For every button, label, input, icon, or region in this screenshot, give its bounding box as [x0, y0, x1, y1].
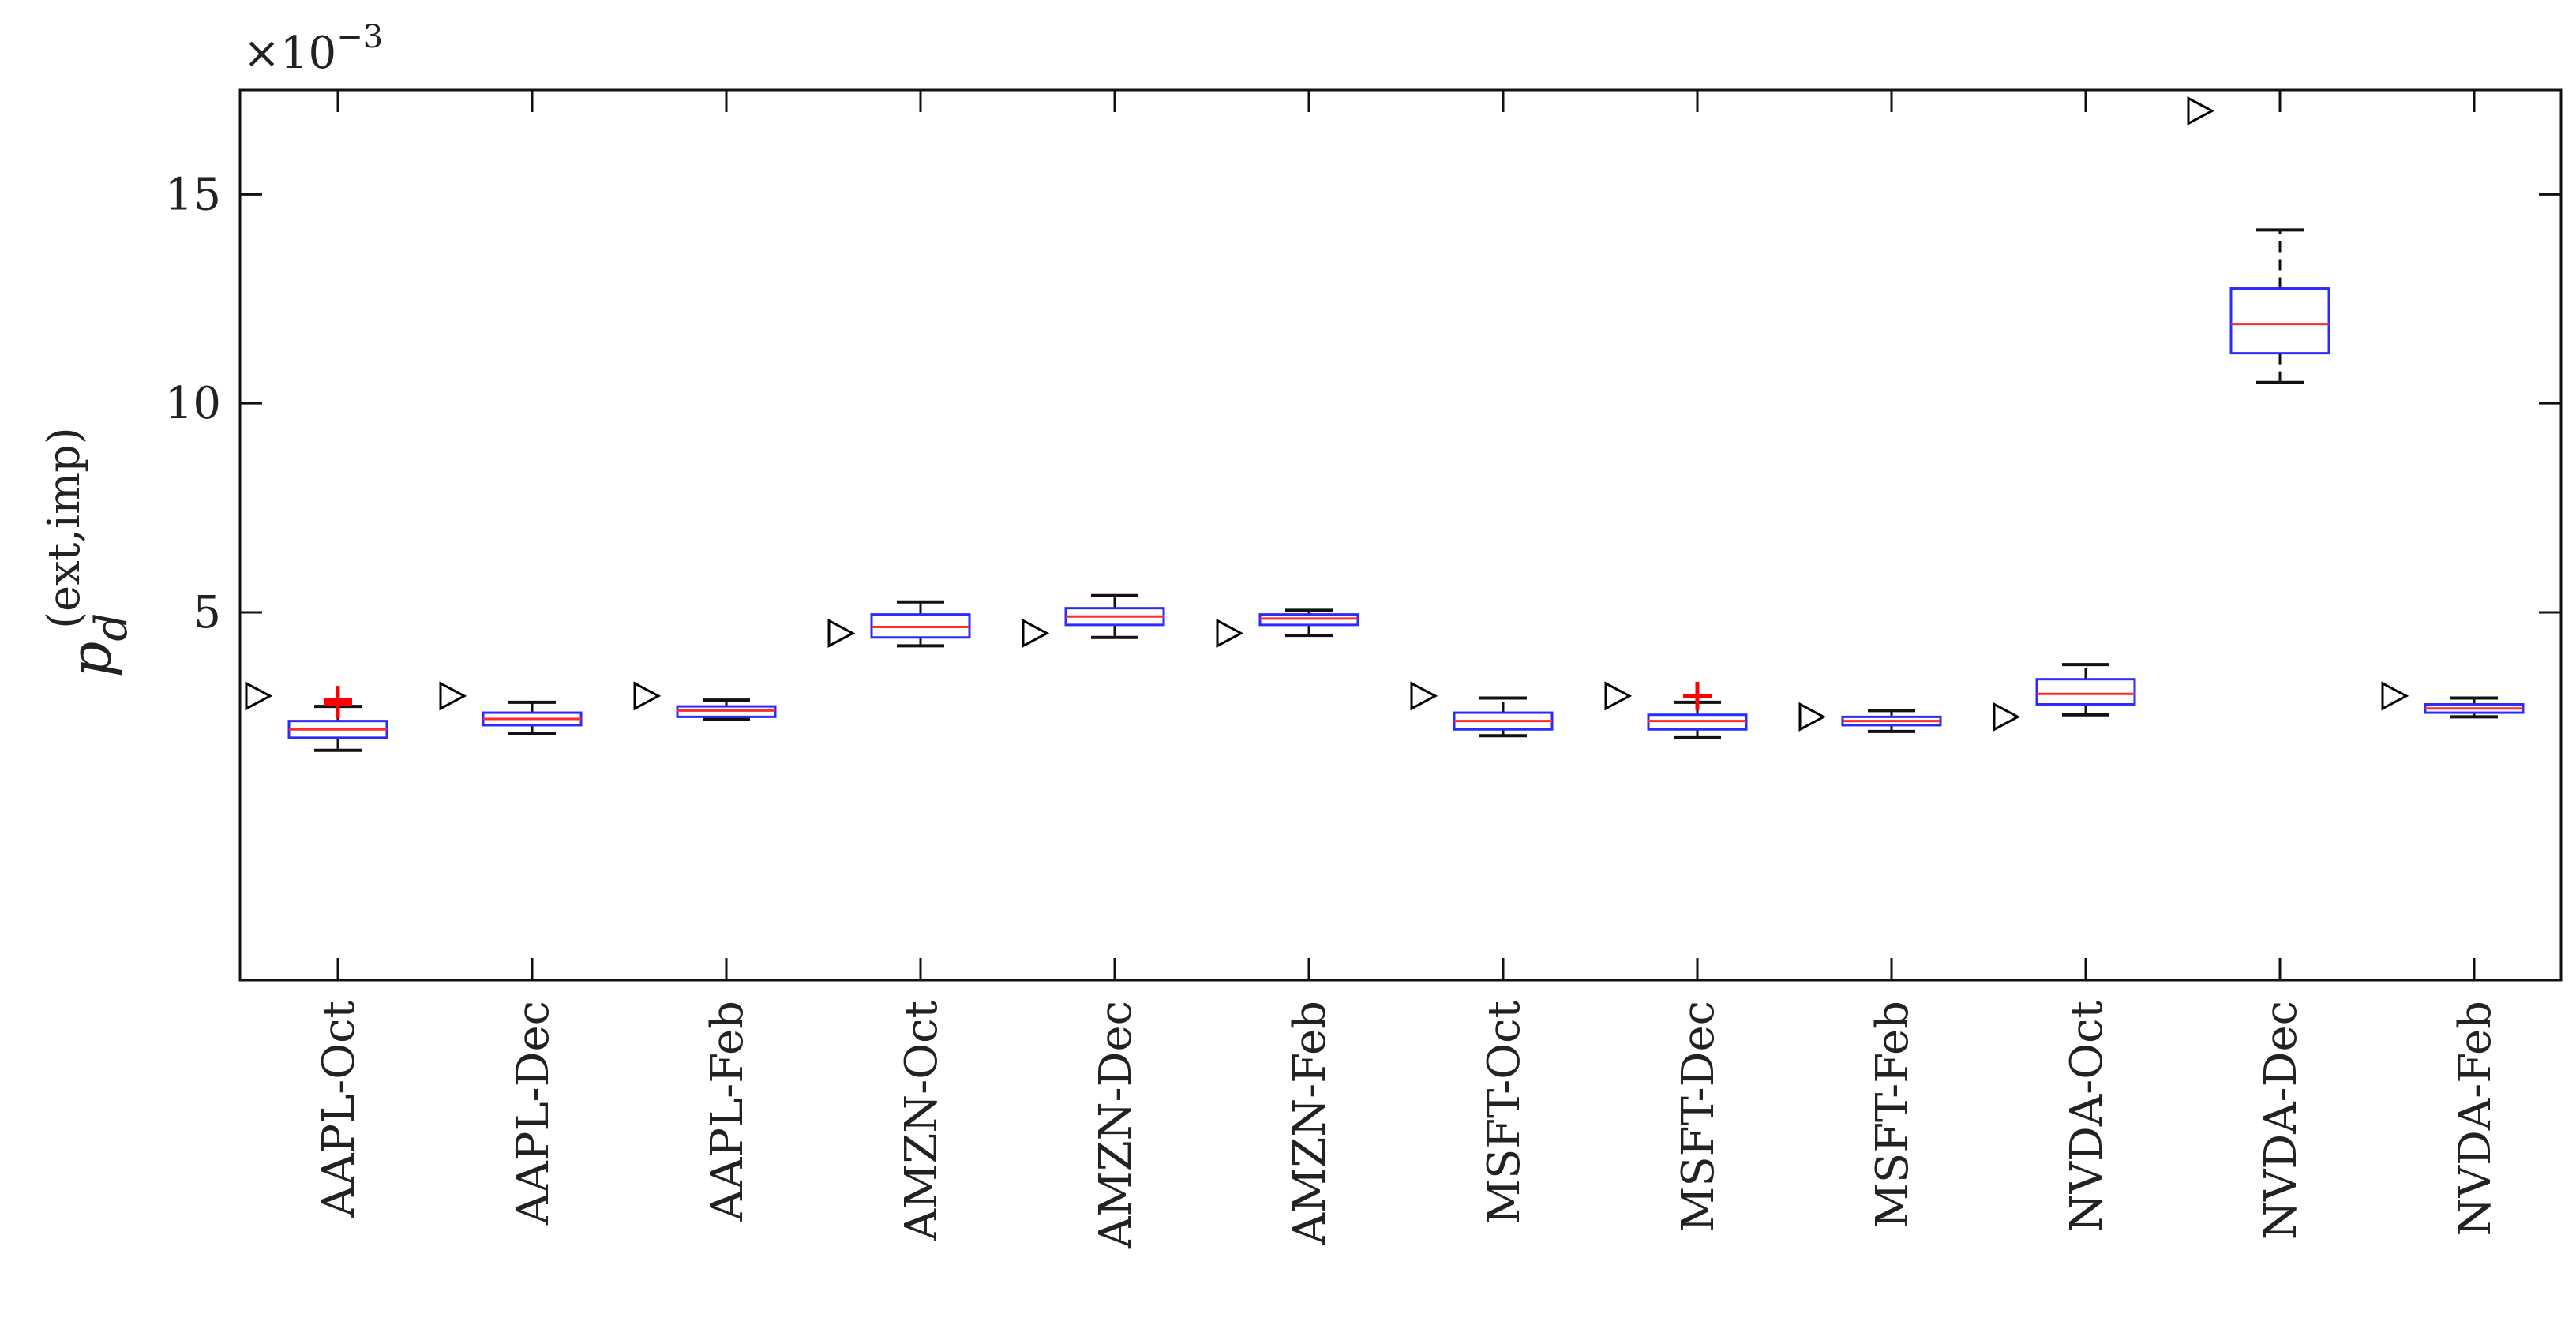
y-multiplier-exponent: −3 [336, 19, 383, 55]
outlier-marker [324, 686, 352, 715]
x-category-label: AAPL-Oct [313, 1001, 365, 1218]
x-category-label: AAPL-Dec [508, 1001, 559, 1226]
reference-triangle-marker [1410, 681, 1438, 711]
plot-layer [245, 95, 2525, 752]
x-category-label: MSFT-Feb [1867, 1001, 1918, 1228]
reference-triangle-marker [1216, 618, 1244, 648]
y-label-superscript: (ext,imp) [39, 427, 90, 629]
y-axis-label: pd(ext,imp) [39, 427, 137, 678]
x-category-label: NVDA-Feb [2450, 1001, 2501, 1236]
reference-triangle-marker [827, 618, 856, 648]
reference-triangle-marker [439, 681, 467, 711]
x-category-label: MSFT-Dec [1673, 1001, 1724, 1232]
outlier-marker [1683, 681, 1712, 710]
x-category-label: AAPL-Feb [702, 1001, 753, 1222]
box [2035, 678, 2136, 706]
y-tick-label: 5 [193, 587, 221, 638]
y-label-base: p [58, 642, 124, 678]
reference-triangle-marker [1022, 618, 1050, 648]
plot-frame [238, 88, 2563, 982]
x-category-label: MSFT-Oct [1479, 1001, 1530, 1225]
reference-triangle-marker [1993, 702, 2021, 732]
reference-triangle-marker [1604, 681, 1633, 711]
reference-triangle-marker [245, 681, 273, 711]
box [2229, 287, 2330, 355]
y-label-subscript: d [86, 613, 137, 642]
x-category-label: AMZN-Oct [896, 1001, 947, 1242]
x-category-label: AMZN-Feb [1284, 1001, 1336, 1245]
y-axis-multiplier: ×10−3 [243, 19, 383, 79]
axis-layer: 5 10 15 AAPL-Oct AAPL-Dec AAPL-Feb AMZN-Oct AMZ… [165, 90, 2561, 1249]
reference-triangle-marker [2187, 95, 2215, 125]
x-category-label: NVDA-Dec [2255, 1001, 2307, 1240]
x-category-label: NVDA-Oct [2061, 1001, 2113, 1233]
reference-triangle-marker [1798, 702, 1827, 732]
y-multiplier-base: ×10 [243, 28, 336, 79]
y-tick-label: 15 [165, 169, 221, 220]
reference-triangle-marker [2381, 681, 2409, 711]
reference-triangle-marker [633, 681, 662, 711]
y-tick-label: 10 [165, 378, 221, 429]
x-category-label: AMZN-Dec [1090, 1001, 1142, 1249]
